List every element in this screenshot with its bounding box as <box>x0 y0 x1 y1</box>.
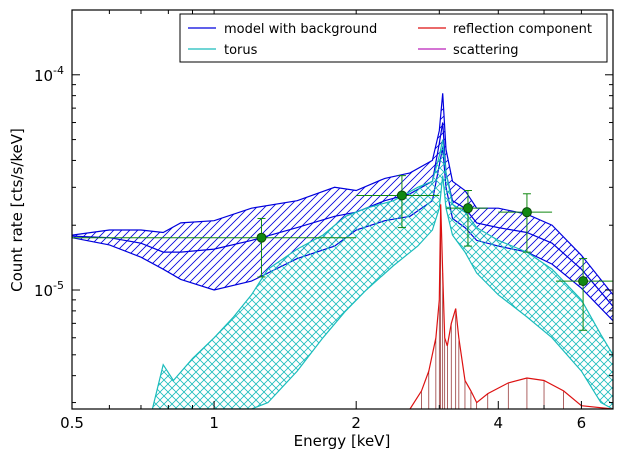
data-point-marker <box>256 232 267 243</box>
axis-ticks: 0.5 1 2 4 6 10-5 10-4 <box>34 9 614 432</box>
data-point-marker <box>396 190 407 201</box>
legend-label-reflection: reflection component <box>453 22 592 37</box>
series-lower-torus <box>152 175 613 409</box>
data-point-marker <box>462 203 473 214</box>
legend-box <box>179 13 608 63</box>
data-point <box>555 258 613 331</box>
series-upper-model-with-background <box>72 93 613 296</box>
legend-label-scattering: scattering <box>453 43 519 58</box>
x-tick-label: 6 <box>577 414 587 432</box>
series-layer <box>72 93 613 409</box>
data-point <box>356 175 440 229</box>
legend-label-torus: torus <box>224 43 258 58</box>
data-points-layer <box>72 175 613 331</box>
legend: model with background torus reflection c… <box>179 13 608 63</box>
y-axis-label: Count rate [cts/s/keV] <box>8 128 26 292</box>
series-upper-torus <box>151 139 613 409</box>
legend-label-model: model with background <box>224 22 377 37</box>
data-point-marker <box>578 276 589 287</box>
data-point <box>498 193 553 253</box>
x-tick-label: 1 <box>209 414 219 432</box>
plot-frame <box>71 9 614 410</box>
data-point-marker <box>521 207 532 218</box>
x-tick-label: 4 <box>494 414 504 432</box>
series-band-model-with-background <box>72 93 613 321</box>
x-axis-label: Energy [keV] <box>294 432 391 450</box>
series-band-torus <box>152 139 613 409</box>
data-point <box>446 189 488 247</box>
y-tick-label: 10-4 <box>34 64 64 85</box>
data-point <box>72 217 357 278</box>
y-tick-label: 10-5 <box>34 279 64 300</box>
x-tick-label: 0.5 <box>60 414 84 432</box>
series-line-reflection-component <box>409 204 613 409</box>
x-tick-label: 2 <box>351 414 361 432</box>
